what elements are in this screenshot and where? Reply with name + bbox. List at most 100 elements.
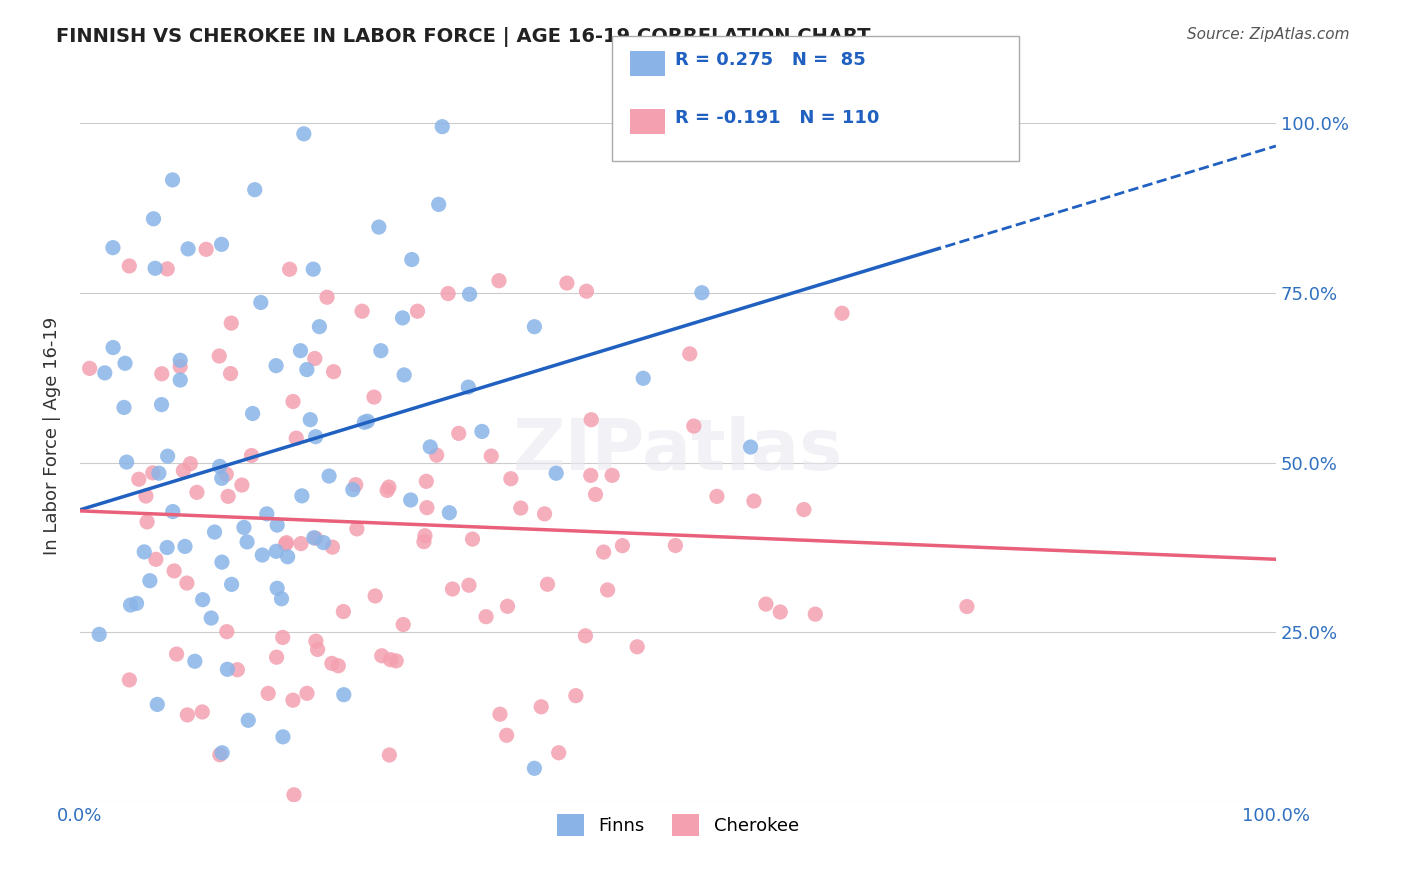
Point	[346, 522, 368, 536]
Point	[115, 455, 138, 469]
Point	[156, 541, 179, 555]
Point	[270, 591, 292, 606]
Point	[378, 480, 401, 494]
Point	[392, 617, 415, 632]
Point	[142, 466, 165, 480]
Point	[690, 285, 713, 300]
Text: Source: ZipAtlas.com: Source: ZipAtlas.com	[1187, 27, 1350, 42]
Point	[120, 598, 142, 612]
Point	[457, 380, 479, 394]
Point	[162, 504, 184, 518]
Point	[475, 609, 498, 624]
Point	[94, 366, 117, 380]
Point	[242, 407, 264, 421]
Point	[232, 520, 254, 534]
Point	[441, 582, 464, 596]
Point	[186, 485, 208, 500]
Point	[290, 343, 312, 358]
Point	[574, 629, 596, 643]
Point	[391, 310, 413, 325]
Point	[134, 545, 156, 559]
Point	[427, 197, 450, 211]
Point	[169, 373, 191, 387]
Point	[385, 654, 408, 668]
Point	[458, 287, 481, 301]
Point	[546, 467, 568, 481]
Point	[755, 597, 778, 611]
Point	[240, 449, 263, 463]
Point	[321, 657, 343, 671]
Point	[191, 592, 214, 607]
Text: ZIPatlas: ZIPatlas	[513, 416, 844, 484]
Point	[353, 415, 375, 429]
Point	[533, 507, 555, 521]
Point	[371, 648, 394, 663]
Point	[706, 489, 728, 503]
Point	[174, 540, 197, 554]
Point	[415, 475, 437, 489]
Point	[399, 493, 422, 508]
Point	[364, 589, 387, 603]
Point	[184, 654, 207, 668]
Point	[316, 290, 339, 304]
Point	[166, 647, 188, 661]
Point	[439, 506, 461, 520]
Point	[101, 241, 124, 255]
Point	[585, 487, 607, 501]
Point	[217, 662, 239, 676]
Point	[304, 430, 326, 444]
Point	[547, 746, 569, 760]
Point	[523, 319, 546, 334]
Point	[211, 237, 233, 252]
Point	[264, 359, 287, 373]
Point	[256, 507, 278, 521]
Point	[344, 477, 367, 491]
Point	[204, 524, 226, 539]
Point	[447, 426, 470, 441]
Point	[195, 243, 218, 257]
Point	[145, 552, 167, 566]
Point	[342, 483, 364, 497]
Point	[283, 788, 305, 802]
Point	[89, 627, 111, 641]
Point	[432, 120, 454, 134]
Point	[416, 500, 439, 515]
Point	[332, 605, 354, 619]
Point	[208, 459, 231, 474]
Point	[363, 390, 385, 404]
Point	[101, 341, 124, 355]
Point	[292, 127, 315, 141]
Point	[264, 544, 287, 558]
Point	[804, 607, 827, 621]
Point	[565, 689, 588, 703]
Point	[596, 582, 619, 597]
Point	[236, 535, 259, 549]
Point	[156, 261, 179, 276]
Point	[162, 173, 184, 187]
Point	[177, 242, 200, 256]
Point	[211, 555, 233, 569]
Point	[148, 466, 170, 480]
Point	[793, 502, 815, 516]
Point	[266, 518, 288, 533]
Point	[135, 489, 157, 503]
Point	[217, 489, 239, 503]
Point	[740, 440, 762, 454]
Point	[128, 472, 150, 486]
Point	[208, 349, 231, 363]
Point	[401, 252, 423, 267]
Point	[664, 539, 686, 553]
Point	[169, 359, 191, 374]
Point	[555, 276, 578, 290]
Point	[266, 650, 288, 665]
Point	[226, 663, 249, 677]
Point	[392, 368, 415, 382]
Point	[271, 730, 294, 744]
Point	[304, 351, 326, 366]
Point	[118, 259, 141, 273]
Point	[592, 545, 614, 559]
Text: FINNISH VS CHEROKEE IN LABOR FORCE | AGE 16-19 CORRELATION CHART: FINNISH VS CHEROKEE IN LABOR FORCE | AGE…	[56, 27, 870, 46]
Point	[413, 529, 436, 543]
Point	[139, 574, 162, 588]
Point	[413, 534, 436, 549]
